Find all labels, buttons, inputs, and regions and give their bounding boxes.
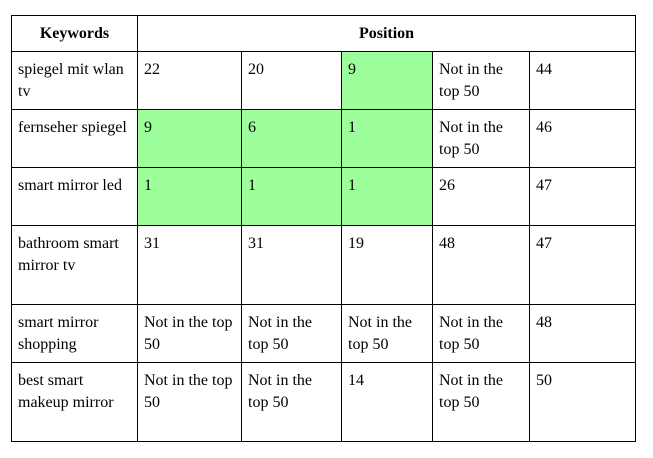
position-cell: 26 (432, 167, 530, 226)
position-cell: Not in the top 50 (241, 304, 342, 363)
position-cell: Not in the top 50 (432, 51, 530, 110)
position-cell: Not in the top 50 (432, 304, 530, 363)
position-cell: 48 (529, 304, 636, 363)
position-header: Position (137, 15, 636, 52)
keyword-position-table: Keywords Position spiegel mit wlan tv 22 2… (11, 15, 636, 442)
position-cell: 46 (529, 109, 636, 168)
position-cell: 44 (529, 51, 636, 110)
position-cell: Not in the top 50 (432, 109, 530, 168)
table-row: fernseher spiegel 9 6 1 Not in the top 50 46 (11, 109, 636, 168)
position-cell: Not in the top 50 (432, 362, 530, 442)
position-cell: 31 (241, 225, 342, 305)
keywords-header: Keywords (11, 15, 138, 52)
position-cell: 1 (137, 167, 242, 226)
position-cell: Not in the top 50 (137, 362, 242, 442)
table-row: bathroom smart mirror tv 31 31 19 48 47 (11, 225, 636, 305)
position-cell: 22 (137, 51, 242, 110)
position-cell: 14 (341, 362, 433, 442)
position-cell: 48 (432, 225, 530, 305)
keyword-cell: spiegel mit wlan tv (11, 51, 138, 110)
keyword-cell: smart mirror led (11, 167, 138, 226)
position-cell: Not in the top 50 (137, 304, 242, 363)
position-cell: 47 (529, 225, 636, 305)
table-row: smart mirror shopping Not in the top 50 No… (11, 304, 636, 363)
keyword-cell: bathroom smart mirror tv (11, 225, 138, 305)
position-cell: 20 (241, 51, 342, 110)
position-cell: 19 (341, 225, 433, 305)
position-cell: 50 (529, 362, 636, 442)
position-cell: 1 (341, 167, 433, 226)
keyword-cell: smart mirror shopping (11, 304, 138, 363)
position-cell: 9 (341, 51, 433, 110)
keyword-cell: best smart makeup mirror (11, 362, 138, 442)
header-row: Keywords Position (11, 15, 636, 52)
position-cell: 6 (241, 109, 342, 168)
position-cell: Not in the top 50 (341, 304, 433, 363)
position-cell: 31 (137, 225, 242, 305)
table-row: smart mirror led 1 1 1 26 47 (11, 167, 636, 226)
position-cell: 1 (241, 167, 342, 226)
table-row: best smart makeup mirror Not in the top 5… (11, 362, 636, 442)
position-cell: Not in the top 50 (241, 362, 342, 442)
table-row: spiegel mit wlan tv 22 20 9 Not in the top 5… (11, 51, 636, 110)
position-cell: 47 (529, 167, 636, 226)
position-cell: 1 (341, 109, 433, 168)
position-cell: 9 (137, 109, 242, 168)
keyword-cell: fernseher spiegel (11, 109, 138, 168)
